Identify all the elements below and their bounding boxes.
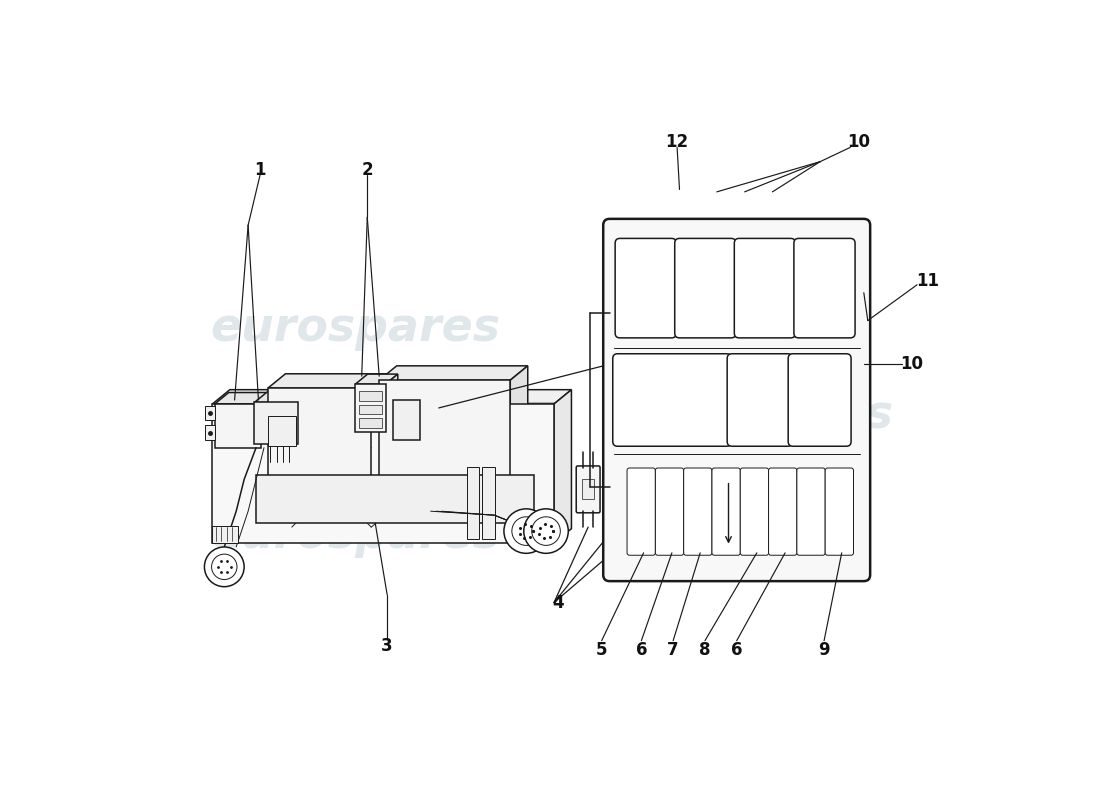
- FancyBboxPatch shape: [656, 468, 684, 555]
- Polygon shape: [254, 391, 312, 402]
- Bar: [212, 404, 554, 543]
- FancyBboxPatch shape: [712, 468, 740, 555]
- Polygon shape: [355, 374, 398, 384]
- Bar: [212, 526, 238, 543]
- FancyBboxPatch shape: [794, 238, 855, 338]
- Bar: [206, 426, 214, 440]
- Bar: [214, 404, 261, 448]
- Polygon shape: [386, 374, 398, 432]
- Text: 8: 8: [700, 642, 711, 659]
- FancyBboxPatch shape: [727, 354, 793, 446]
- Polygon shape: [379, 366, 528, 380]
- FancyBboxPatch shape: [796, 468, 825, 555]
- FancyBboxPatch shape: [603, 466, 627, 513]
- Text: eurospares: eurospares: [210, 513, 500, 558]
- Polygon shape: [510, 366, 528, 479]
- Polygon shape: [535, 461, 551, 523]
- Bar: [359, 391, 383, 401]
- Bar: [206, 406, 214, 420]
- Polygon shape: [214, 393, 275, 404]
- FancyBboxPatch shape: [627, 468, 656, 555]
- Text: 9: 9: [818, 642, 829, 659]
- Polygon shape: [256, 461, 551, 475]
- Polygon shape: [220, 403, 554, 410]
- Bar: [636, 479, 649, 499]
- Text: 12: 12: [666, 133, 689, 151]
- Text: eurospares: eurospares: [604, 394, 893, 438]
- Circle shape: [524, 509, 569, 554]
- Text: 6: 6: [636, 642, 647, 659]
- FancyBboxPatch shape: [735, 238, 795, 338]
- Bar: [254, 402, 298, 444]
- FancyBboxPatch shape: [674, 238, 736, 338]
- Polygon shape: [554, 390, 572, 543]
- Text: eurospares: eurospares: [210, 306, 500, 351]
- FancyBboxPatch shape: [630, 466, 654, 513]
- FancyBboxPatch shape: [576, 466, 601, 513]
- Text: 7: 7: [668, 642, 679, 659]
- FancyBboxPatch shape: [740, 468, 769, 555]
- FancyBboxPatch shape: [825, 468, 854, 555]
- Polygon shape: [268, 374, 388, 388]
- Bar: [256, 475, 535, 523]
- Text: 4: 4: [552, 594, 564, 611]
- Bar: [608, 479, 622, 499]
- Polygon shape: [372, 374, 388, 479]
- Polygon shape: [394, 390, 432, 400]
- Circle shape: [531, 517, 560, 546]
- Circle shape: [504, 509, 549, 554]
- Bar: [268, 416, 296, 446]
- Polygon shape: [261, 393, 275, 448]
- Text: 5: 5: [596, 642, 607, 659]
- Polygon shape: [212, 390, 572, 404]
- Bar: [582, 479, 594, 499]
- Polygon shape: [298, 391, 312, 444]
- FancyBboxPatch shape: [789, 354, 851, 446]
- Bar: [359, 405, 383, 414]
- Bar: [268, 388, 372, 479]
- Bar: [483, 467, 495, 539]
- Text: 6: 6: [730, 642, 743, 659]
- FancyBboxPatch shape: [613, 354, 732, 446]
- Bar: [379, 380, 510, 479]
- FancyBboxPatch shape: [603, 219, 870, 581]
- Bar: [394, 400, 420, 440]
- Text: 10: 10: [847, 133, 870, 151]
- Text: 10: 10: [900, 355, 923, 374]
- Bar: [355, 384, 386, 432]
- Text: 11: 11: [916, 272, 939, 290]
- FancyBboxPatch shape: [769, 468, 796, 555]
- Circle shape: [512, 517, 540, 546]
- Text: 2: 2: [362, 161, 373, 178]
- Text: 3: 3: [382, 638, 393, 655]
- FancyBboxPatch shape: [615, 238, 676, 338]
- Circle shape: [211, 554, 236, 579]
- Circle shape: [205, 547, 244, 586]
- FancyBboxPatch shape: [684, 468, 712, 555]
- Bar: [359, 418, 383, 428]
- Text: 1: 1: [254, 161, 266, 178]
- Bar: [466, 467, 480, 539]
